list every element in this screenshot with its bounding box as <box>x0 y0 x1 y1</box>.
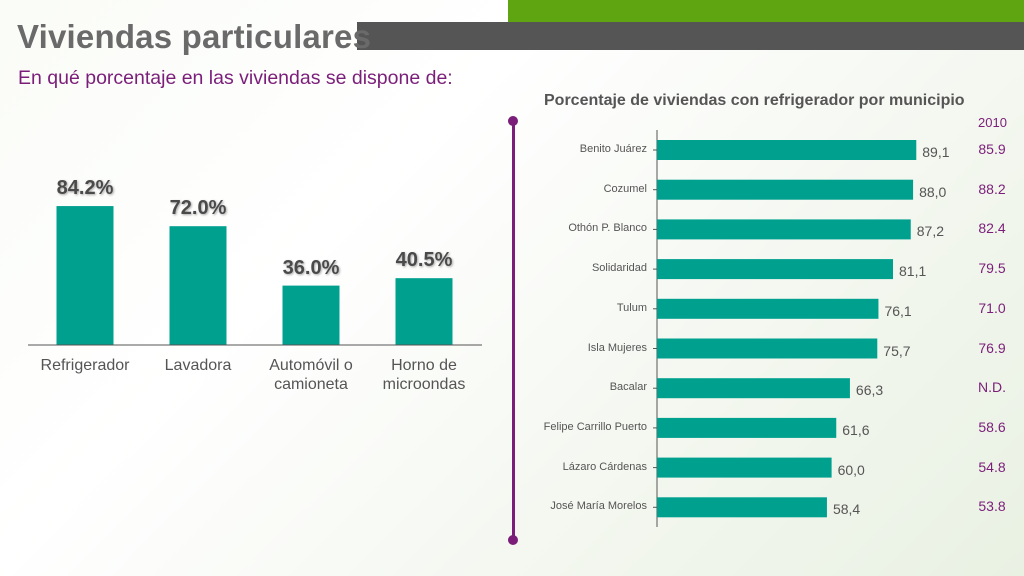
comparison-value: 79.5 <box>978 260 1006 277</box>
municipality-label: Solidaridad <box>591 262 647 275</box>
bar-2 <box>169 226 227 345</box>
municipality-label: Felipe Carrillo Puerto <box>543 420 647 433</box>
hbar-value-label: 75,7 <box>883 342 911 359</box>
page-title: Viviendas particulares <box>17 18 372 55</box>
comparison-value: 88.2 <box>978 180 1006 197</box>
divider-line <box>512 120 515 540</box>
category-label-line: Refrigerador <box>40 357 130 374</box>
bar-3 <box>282 285 340 345</box>
hbar-1 <box>657 140 917 160</box>
divider-top-dot <box>508 116 518 126</box>
header-gray-band <box>357 22 1024 50</box>
municipality-label: Othón P. Blanco <box>568 222 647 235</box>
comparison-value: 53.8 <box>978 498 1006 515</box>
category-label-line: Automóvil o <box>269 357 353 374</box>
comparison-value: 76.9 <box>978 339 1006 356</box>
municipality-label: Bacalar <box>609 381 647 394</box>
hbar-value-label: 60,0 <box>837 461 865 478</box>
hbar-5 <box>657 298 879 319</box>
page-subtitle: En qué porcentaje en las viviendas se di… <box>18 67 453 89</box>
hbar-4 <box>657 259 894 280</box>
hbar-8 <box>657 417 837 438</box>
hbar-2 <box>657 179 914 200</box>
category-label-line: Lavadora <box>164 357 232 374</box>
category-label: Lavadora <box>143 356 253 375</box>
municipality-label: Isla Mujeres <box>587 341 647 354</box>
header-green-band <box>508 0 1024 22</box>
municipality-label: Cozumel <box>603 182 647 195</box>
category-label-line: microondas <box>382 376 466 393</box>
category-label: Automóvil o camioneta <box>256 356 366 394</box>
hbar-9 <box>657 457 832 478</box>
bar-value-label: 36.0% <box>282 256 340 279</box>
category-label: Refrigerador <box>30 356 140 375</box>
hbar-7 <box>657 378 850 399</box>
category-label-line: camioneta <box>274 376 348 393</box>
municipality-label: José María Morelos <box>550 500 647 513</box>
bar-4 <box>395 278 453 345</box>
divider-bottom-dot <box>508 535 518 545</box>
municipality-label: Benito Juárez <box>579 143 647 155</box>
municipality-label: Lázaro Cárdenas <box>562 460 647 473</box>
hbar-10 <box>657 497 827 518</box>
comparison-value: 58.6 <box>978 418 1006 435</box>
bar-value-label: 84.2% <box>56 177 114 200</box>
hbar-value-label: 61,6 <box>842 421 870 438</box>
bar-value-label: 40.5% <box>395 249 453 272</box>
hbar-value-label: 58,4 <box>832 501 861 518</box>
hbar-value-label: 87,2 <box>916 223 944 240</box>
chart-title-refrigerator: Porcentaje de viviendas con refrigerador… <box>544 92 965 109</box>
hbar-3 <box>657 219 911 240</box>
comparison-value: 54.8 <box>978 458 1006 475</box>
hbar-6 <box>657 338 878 359</box>
comparison-value: N.D. <box>978 379 1006 396</box>
bar-value-label: 72.0% <box>169 197 227 220</box>
category-label: Horno de microondas <box>369 356 479 394</box>
hbar-value-label: 81,1 <box>899 263 927 280</box>
comparison-value: 71.0 <box>978 299 1006 316</box>
comparison-year-label: 2010 <box>978 115 1007 130</box>
hbar-value-label: 88,0 <box>919 183 947 200</box>
bar-1 <box>56 206 114 345</box>
hbar-value-label: 66,3 <box>855 382 884 399</box>
comparison-value: 85.9 <box>978 141 1006 157</box>
municipality-label: Tulum <box>616 301 647 314</box>
hbar-value-label: 89,1 <box>922 144 950 160</box>
category-label-line: Horno de <box>391 357 457 374</box>
comparison-value: 82.4 <box>978 220 1006 237</box>
hbar-value-label: 76,1 <box>884 302 912 319</box>
